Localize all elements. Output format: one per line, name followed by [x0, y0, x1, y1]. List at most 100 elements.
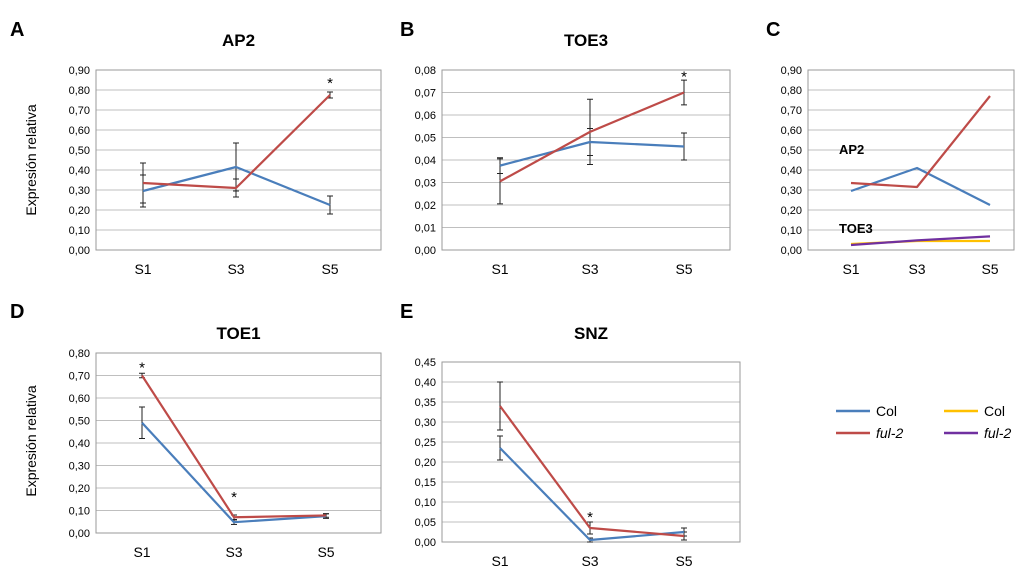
- y-tick-label: 0,06: [415, 110, 436, 122]
- x-tick-label: S1: [133, 544, 150, 560]
- x-tick-label: S5: [981, 261, 998, 277]
- series-line: [142, 94, 331, 190]
- panel-letter: B: [400, 19, 414, 41]
- x-tick-label: S5: [675, 261, 692, 277]
- plot-area: [807, 69, 1015, 251]
- y-tick-label: 0,20: [69, 483, 90, 495]
- series-line: [499, 447, 685, 542]
- y-tick-label: 0,35: [415, 397, 436, 409]
- y-tick-label: 0,20: [415, 457, 436, 469]
- y-tick-label: 0,40: [781, 165, 802, 177]
- y-tick-label: 0,05: [415, 133, 436, 145]
- series-line: [142, 165, 331, 207]
- y-tick-label: 0,00: [415, 537, 436, 549]
- y-tick-label: 0,40: [415, 377, 436, 389]
- series-line: [499, 140, 685, 167]
- chart-b: B TOE3 0,00 0,01 0,02 0,03 0,04 0,05 0,06 0,07 0,0…: [400, 19, 731, 277]
- series-group-label: AP2: [839, 142, 864, 157]
- legend-label: ful-2: [984, 425, 1011, 441]
- y-tick-label: 0,60: [69, 125, 90, 137]
- y-tick-label: 0,70: [69, 371, 90, 383]
- y-tick-label: 0,45: [415, 357, 436, 369]
- y-tick-label: 0,25: [415, 437, 436, 449]
- x-tick-label: S3: [225, 544, 242, 560]
- chart-a: A AP2 0,00 0,10 0,20 0,30 0,40 0,50 0,60 0,70 0,80…: [10, 19, 382, 277]
- y-tick-label: 0,80: [69, 348, 90, 360]
- y-tick-label: 0,02: [415, 200, 436, 212]
- y-tick-label: 0,20: [781, 205, 802, 217]
- y-tick-label: 0,00: [781, 245, 802, 257]
- legend-label: Col: [984, 403, 1005, 419]
- series-line: [141, 422, 327, 524]
- chart-title: SNZ: [574, 324, 608, 343]
- series-line: [141, 374, 327, 519]
- y-tick-label: 0,90: [69, 65, 90, 77]
- significance-marker: *: [231, 489, 237, 506]
- chart-title: TOE1: [216, 324, 260, 343]
- y-tick-label: 0,20: [69, 205, 90, 217]
- y-tick-label: 0,60: [69, 393, 90, 405]
- y-tick-label: 0,50: [781, 145, 802, 157]
- y-tick-label: 0,05: [415, 517, 436, 529]
- y-tick-label: 0,30: [415, 417, 436, 429]
- plot-area: [441, 69, 731, 251]
- y-tick-label: 0,00: [415, 245, 436, 257]
- y-axis-label: Expresión relativa: [23, 385, 39, 496]
- y-tick-label: 0,50: [69, 145, 90, 157]
- y-tick-label: 0,40: [69, 165, 90, 177]
- x-tick-label: S1: [491, 261, 508, 277]
- y-tick-label: 0,80: [781, 85, 802, 97]
- y-tick-label: 0,50: [69, 416, 90, 428]
- y-tick-label: 0,10: [781, 225, 802, 237]
- legend: Col ful-2 Col ful-2: [836, 403, 1011, 441]
- y-tick-label: 0,70: [69, 105, 90, 117]
- series-group-label: TOE3: [839, 221, 873, 236]
- y-tick-label: 0,80: [69, 85, 90, 97]
- chart-d: D TOE1 0,00 0,10 0,20 0,30 0,40 0,50 0,60 0,70 0,8…: [10, 301, 382, 560]
- x-tick-label: S5: [675, 553, 692, 569]
- legend-label: ful-2: [876, 425, 903, 441]
- series-line: [499, 91, 685, 183]
- plot-area: [95, 352, 382, 534]
- x-tick-label: S5: [321, 261, 338, 277]
- x-tick-label: S1: [491, 553, 508, 569]
- x-tick-label: S3: [581, 261, 598, 277]
- significance-marker: *: [587, 509, 593, 526]
- chart-e: E SNZ 0,00 0,05 0,10 0,15 0,20 0,25 0,30 0,35 0,40…: [400, 301, 741, 569]
- y-tick-label: 0,30: [69, 185, 90, 197]
- y-tick-label: 0,10: [69, 225, 90, 237]
- series-line: [850, 95, 991, 189]
- y-axis-label: Expresión relativa: [23, 104, 39, 215]
- plot-area: [95, 69, 382, 251]
- chart-title: AP2: [222, 31, 255, 50]
- y-tick-label: 0,08: [415, 65, 436, 77]
- y-tick-label: 0,60: [781, 125, 802, 137]
- y-tick-label: 0,40: [69, 438, 90, 450]
- x-tick-label: S1: [842, 261, 859, 277]
- significance-marker: *: [327, 75, 333, 92]
- chart-title: TOE3: [564, 31, 608, 50]
- y-tick-label: 0,00: [69, 245, 90, 257]
- y-tick-label: 0,04: [415, 155, 436, 167]
- panel-letter: C: [766, 19, 780, 41]
- y-tick-label: 0,00: [69, 528, 90, 540]
- y-tick-label: 0,30: [781, 185, 802, 197]
- x-tick-label: S3: [581, 553, 598, 569]
- panel-letter: A: [10, 19, 24, 41]
- x-tick-label: S3: [908, 261, 925, 277]
- y-tick-label: 0,07: [415, 88, 436, 100]
- series-line: [499, 405, 685, 538]
- series-line: [850, 235, 991, 247]
- panel-letter: D: [10, 301, 24, 323]
- y-tick-label: 0,30: [69, 461, 90, 473]
- x-tick-label: S3: [227, 261, 244, 277]
- panel-letter: E: [400, 301, 413, 323]
- legend-label: Col: [876, 403, 897, 419]
- y-tick-label: 0,01: [415, 223, 436, 235]
- y-tick-label: 0,03: [415, 178, 436, 190]
- y-tick-label: 0,15: [415, 477, 436, 489]
- significance-marker: *: [139, 360, 145, 377]
- y-tick-label: 0,10: [69, 506, 90, 518]
- series-line: [850, 166, 991, 206]
